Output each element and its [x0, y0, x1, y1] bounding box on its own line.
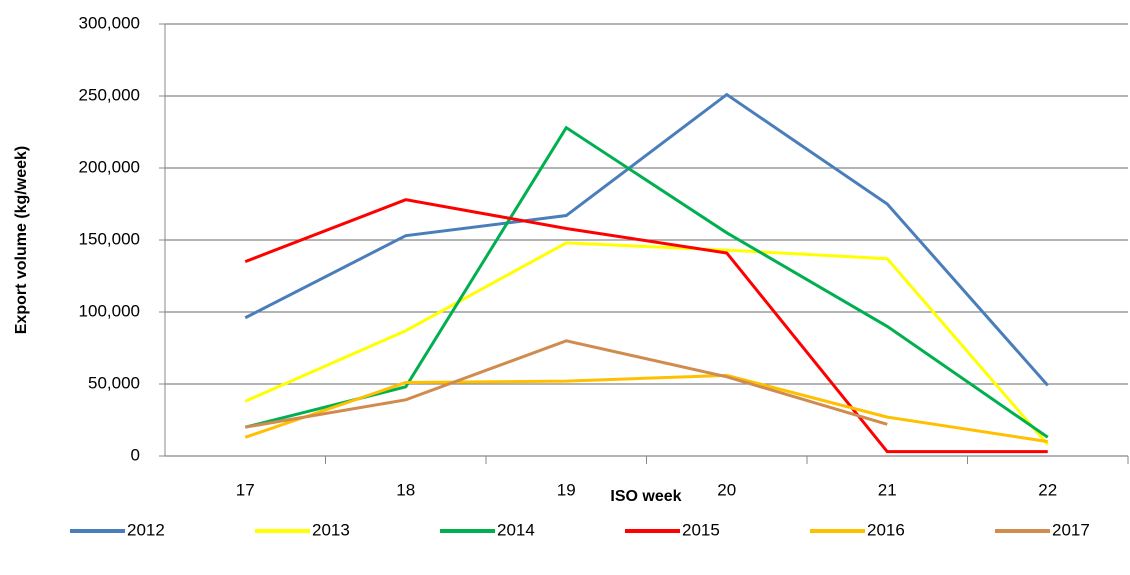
series-line — [244, 339, 888, 429]
x-tick-label: 20 — [717, 480, 736, 499]
y-tick-label: 100,000 — [79, 301, 140, 320]
y-tick-label: 250,000 — [79, 85, 140, 104]
x-axis-title: ISO week — [610, 488, 681, 505]
y-axis-title: Export volume (kg/week) — [13, 146, 30, 335]
series-line — [244, 125, 1049, 439]
y-tick-label: 0 — [131, 445, 140, 464]
x-tick-label: 21 — [878, 480, 897, 499]
y-tick-label: 300,000 — [79, 13, 140, 32]
series-line — [244, 373, 1048, 444]
legend-label: 2015 — [682, 520, 720, 539]
x-tick-label: 18 — [396, 480, 415, 499]
legend-label: 2014 — [497, 520, 535, 539]
x-tick-label: 19 — [557, 480, 576, 499]
legend-label: 2012 — [127, 520, 165, 539]
series-line — [244, 198, 1048, 454]
y-tick-label: 200,000 — [79, 157, 140, 176]
y-tick-label: 150,000 — [79, 229, 140, 248]
legend-label: 2013 — [312, 520, 350, 539]
legend-label: 2017 — [1052, 520, 1090, 539]
series-line — [244, 241, 1049, 446]
x-tick-label: 22 — [1038, 480, 1057, 499]
x-tick-label: 17 — [236, 480, 255, 499]
legend-label: 2016 — [867, 520, 905, 539]
y-tick-label: 50,000 — [88, 373, 140, 392]
series-line — [244, 92, 1049, 387]
